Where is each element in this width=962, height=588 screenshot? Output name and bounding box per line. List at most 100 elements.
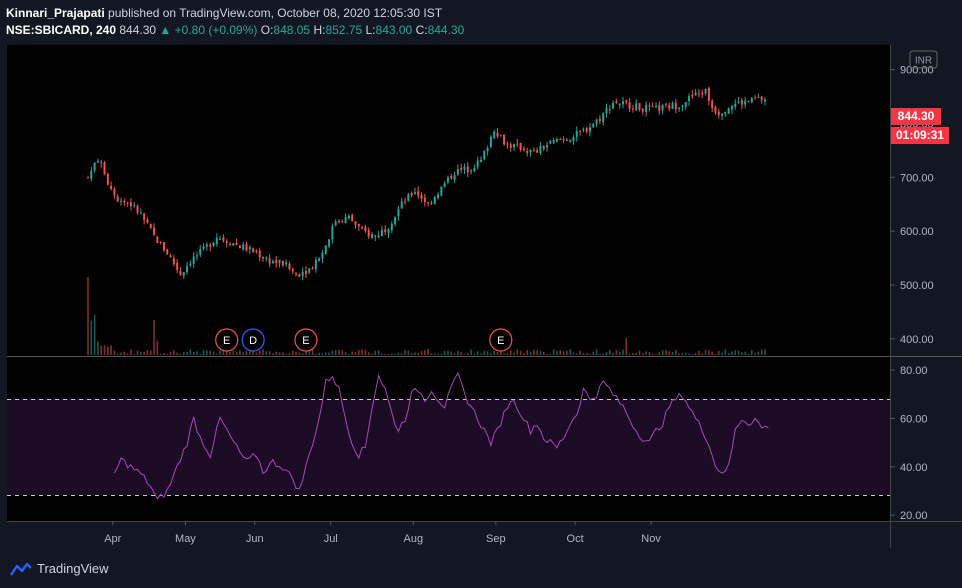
- candle-body: [149, 223, 152, 229]
- volume-bar: [754, 353, 756, 355]
- candle-body: [526, 150, 529, 154]
- candle-body: [730, 105, 733, 110]
- candle-body: [291, 268, 294, 272]
- volume-bar: [348, 353, 350, 355]
- volume-bar: [400, 353, 403, 355]
- volume-bar: [463, 353, 466, 355]
- volume-bar: [684, 352, 687, 355]
- candle-body: [579, 130, 582, 132]
- volume-bar: [120, 352, 122, 355]
- volume-bar: [625, 338, 628, 355]
- volume-bar: [747, 353, 750, 355]
- dividend-marker[interactable]: D: [241, 328, 265, 352]
- volume-bar: [602, 353, 604, 355]
- candle-body: [668, 105, 671, 109]
- volume-bar: [126, 353, 129, 355]
- volume-bar: [381, 353, 383, 355]
- volume-bar: [338, 349, 340, 355]
- candle-body: [420, 194, 423, 199]
- candle-body: [321, 252, 324, 259]
- candle-body: [546, 145, 549, 148]
- event-label: D: [249, 335, 257, 347]
- event-circle: [294, 328, 318, 352]
- candle-body: [598, 119, 601, 122]
- volume-bar: [622, 349, 624, 355]
- footer-brand[interactable]: TradingView: [10, 561, 109, 576]
- candle-body: [486, 147, 489, 152]
- candle-body: [143, 213, 146, 220]
- volume-bar: [334, 350, 337, 355]
- candle-body: [96, 160, 99, 163]
- candle-body: [717, 111, 720, 116]
- main-pane[interactable]: [7, 45, 890, 356]
- candle-body: [496, 132, 499, 137]
- currency-box[interactable]: INR: [909, 50, 938, 69]
- volume-bar: [599, 353, 601, 355]
- volume-bar: [440, 353, 443, 355]
- candle-body: [618, 104, 621, 106]
- candle-body: [311, 267, 314, 269]
- volume-bar: [642, 352, 644, 355]
- earnings-marker[interactable]: E: [294, 328, 318, 352]
- volume-bar: [681, 353, 684, 355]
- volume-bar: [110, 345, 112, 355]
- volume-bar: [199, 353, 202, 355]
- candle-body: [754, 97, 757, 99]
- candle-body: [681, 105, 684, 107]
- candle-body: [757, 96, 760, 98]
- candle-body: [182, 272, 185, 276]
- candle-body: [625, 100, 628, 103]
- time-tick: Jul: [324, 533, 338, 545]
- event-circle: [489, 328, 513, 352]
- candle-body: [176, 262, 179, 271]
- low-value: 843.00: [375, 23, 413, 37]
- volume-bar: [100, 345, 103, 355]
- event-label: E: [497, 335, 504, 347]
- rsi-band: [7, 399, 890, 495]
- volume-bar: [437, 353, 439, 355]
- volume-bar: [424, 350, 426, 355]
- last-price: 844.30: [119, 23, 157, 37]
- candle-body: [281, 260, 284, 266]
- candle-body: [212, 242, 215, 247]
- candle-body: [542, 145, 545, 149]
- volume-bar: [526, 350, 529, 355]
- candle-body: [456, 169, 459, 175]
- candle-body: [229, 244, 232, 246]
- candle-body: [298, 273, 301, 277]
- candle-body: [314, 260, 317, 270]
- volume-bar: [536, 350, 538, 355]
- volume-bar: [358, 350, 360, 355]
- volume-bar: [410, 352, 413, 355]
- volume-bar: [549, 353, 552, 355]
- candle-body: [638, 103, 641, 110]
- volume-bar: [209, 350, 211, 355]
- candle-body: [532, 150, 535, 152]
- candle-body: [242, 244, 245, 250]
- candle-body: [367, 230, 370, 237]
- candle-body: [324, 245, 327, 255]
- candle-body: [519, 142, 522, 151]
- candle-body: [139, 213, 142, 215]
- volume-bar: [427, 349, 429, 355]
- volume-bar: [173, 350, 175, 355]
- earnings-marker[interactable]: E: [489, 328, 513, 352]
- volume-bar: [374, 350, 377, 355]
- volume-bar: [186, 351, 188, 355]
- author-name[interactable]: Kinnari_Prajapati: [6, 6, 105, 20]
- time-tick: May: [175, 533, 196, 545]
- candle-body: [304, 270, 307, 274]
- candle-body: [612, 102, 615, 109]
- candle-body: [90, 170, 93, 179]
- volume-bar: [632, 353, 634, 355]
- candle-body: [133, 205, 136, 207]
- candle-body: [271, 261, 274, 264]
- candle-body: [764, 99, 766, 102]
- event-label: E: [302, 335, 309, 347]
- volume-bar: [212, 351, 215, 355]
- volume-bar: [143, 351, 145, 355]
- earnings-marker[interactable]: E: [215, 328, 239, 352]
- volume-bar: [542, 351, 545, 355]
- candle-body: [413, 192, 416, 195]
